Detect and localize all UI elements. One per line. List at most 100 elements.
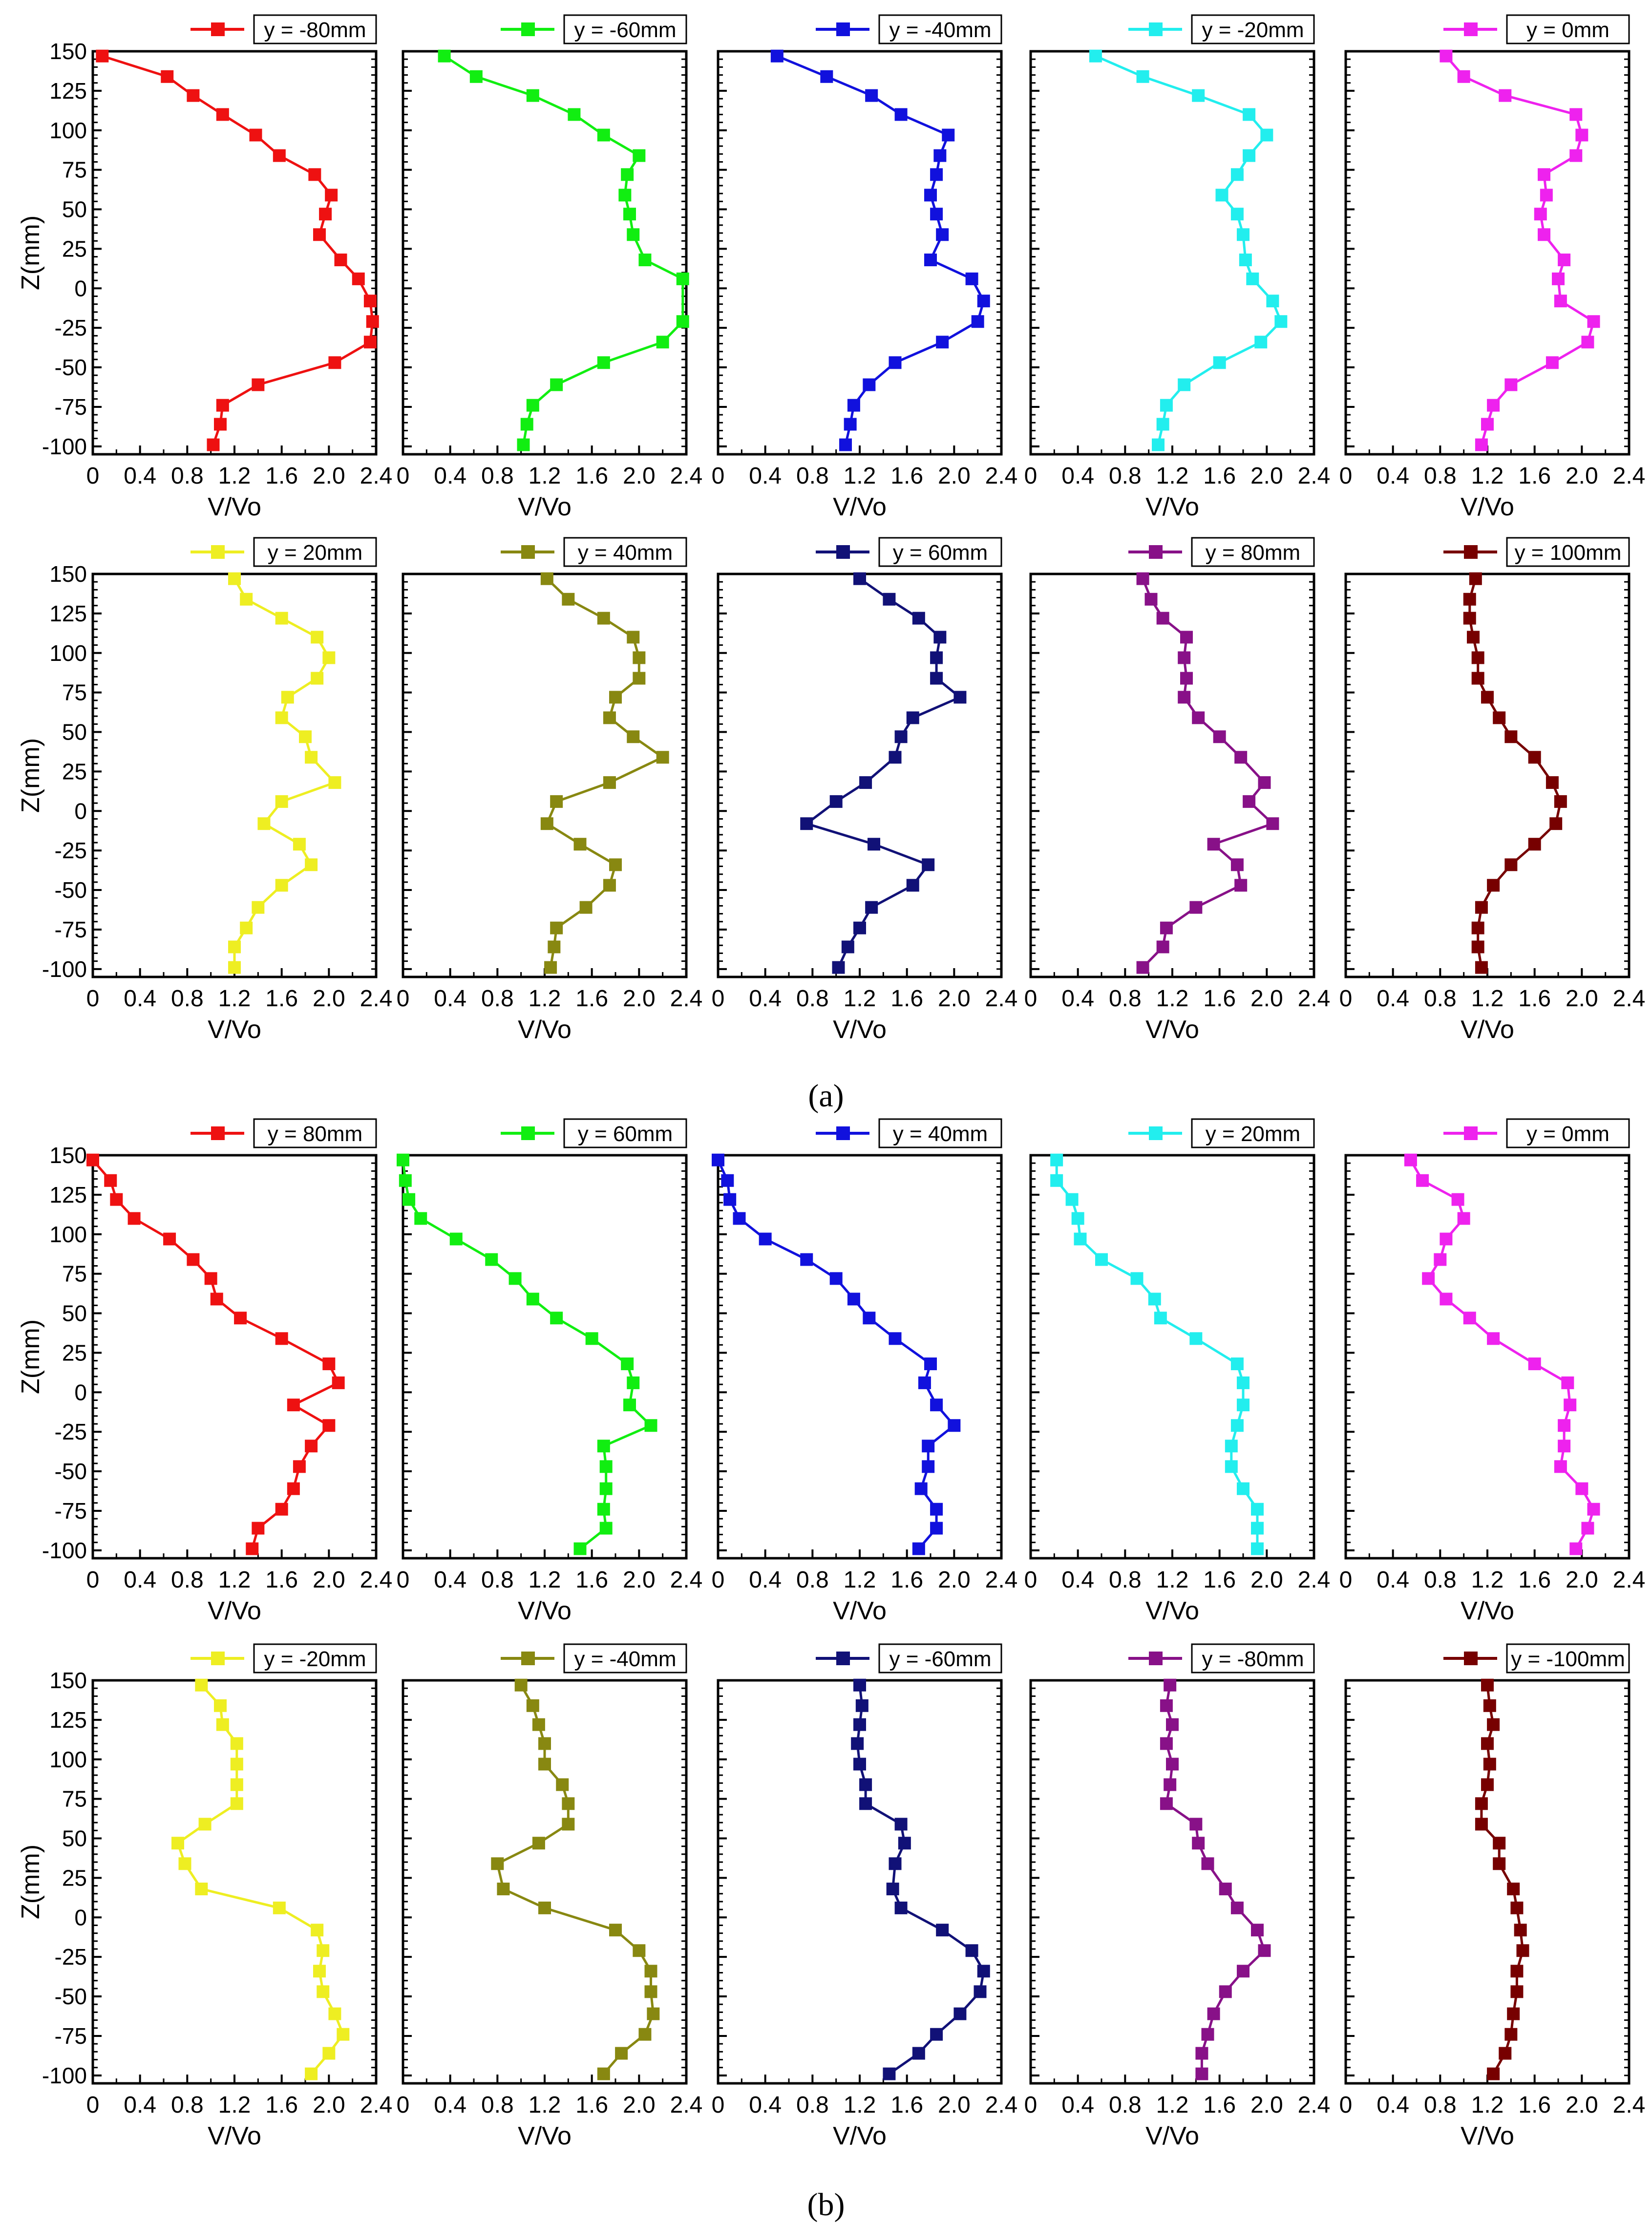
x-tick-label: 1.6 bbox=[575, 463, 608, 489]
data-point bbox=[1251, 1542, 1264, 1555]
data-point bbox=[508, 1272, 522, 1285]
data-point bbox=[568, 108, 581, 121]
x-tick-label: 2.4 bbox=[1298, 986, 1331, 1012]
data-point bbox=[1160, 1797, 1173, 1810]
data-point bbox=[829, 795, 843, 808]
data-point bbox=[1404, 1153, 1417, 1166]
x-axis-label: V/Vo bbox=[518, 493, 572, 521]
data-point bbox=[863, 1312, 876, 1325]
data-point bbox=[918, 1376, 931, 1389]
data-point bbox=[1243, 108, 1256, 121]
data-point bbox=[936, 228, 949, 241]
x-tick-label: 1.6 bbox=[890, 1567, 923, 1593]
y-tick-label: -50 bbox=[55, 1459, 87, 1484]
x-tick-label: 2.0 bbox=[623, 2092, 656, 2118]
data-point bbox=[1243, 149, 1256, 162]
data-point bbox=[240, 593, 253, 606]
data-point bbox=[889, 356, 902, 369]
data-point bbox=[1487, 2067, 1500, 2080]
data-point bbox=[1219, 1985, 1232, 1998]
data-point bbox=[497, 1883, 510, 1896]
x-tick-label: 0 bbox=[1024, 986, 1038, 1012]
legend-box bbox=[1191, 537, 1315, 567]
data-point bbox=[1136, 572, 1149, 585]
data-point bbox=[1564, 1399, 1577, 1412]
data-point bbox=[1451, 1193, 1464, 1206]
data-point bbox=[633, 651, 646, 664]
data-point bbox=[1160, 399, 1173, 412]
data-point bbox=[550, 795, 563, 808]
data-point bbox=[1160, 921, 1173, 934]
data-point bbox=[399, 1174, 412, 1187]
legend-label: y = 100mm bbox=[1515, 541, 1622, 565]
data-point bbox=[633, 149, 646, 162]
x-tick-label: 0 bbox=[397, 463, 410, 489]
data-point bbox=[1471, 940, 1484, 954]
legend-box bbox=[878, 14, 1002, 44]
x-axis-label: V/Vo bbox=[208, 493, 261, 521]
x-tick-label: 0.8 bbox=[171, 986, 204, 1012]
data-point bbox=[597, 128, 610, 142]
x-tick-label: 0.8 bbox=[481, 986, 514, 1012]
data-point bbox=[230, 1797, 243, 1810]
x-tick-label: 0 bbox=[86, 463, 100, 489]
legend-marker bbox=[836, 1126, 850, 1140]
series-line bbox=[102, 55, 374, 445]
data-point bbox=[712, 1153, 724, 1166]
x-tick-label: 0.8 bbox=[481, 463, 514, 489]
x-tick-label: 1.2 bbox=[218, 986, 251, 1012]
legend-label: y = 20mm bbox=[268, 541, 362, 565]
x-tick-label: 2.0 bbox=[1566, 2092, 1598, 2118]
plot-frame bbox=[1029, 50, 1315, 456]
data-point bbox=[609, 691, 622, 704]
x-tick-label: 2.0 bbox=[1250, 463, 1283, 489]
legend-box bbox=[253, 14, 377, 44]
data-point bbox=[851, 1737, 864, 1750]
x-tick-label: 0.8 bbox=[171, 463, 204, 489]
data-point bbox=[363, 336, 377, 349]
data-point bbox=[366, 315, 379, 328]
data-point bbox=[161, 70, 174, 83]
chart-panel: 0 0.4 0.8 1.2 1.6 2.0 2.4 V/Vo y = 40mm bbox=[397, 537, 702, 1044]
data-point bbox=[829, 1272, 843, 1285]
x-tick-label: 0.8 bbox=[1109, 986, 1142, 1012]
data-point bbox=[1234, 751, 1248, 764]
x-tick-label: 2.4 bbox=[360, 1567, 393, 1593]
data-point bbox=[868, 838, 880, 851]
data-point bbox=[187, 89, 200, 102]
data-point bbox=[1071, 1212, 1084, 1225]
data-point bbox=[644, 1419, 657, 1432]
data-point bbox=[1095, 1253, 1108, 1266]
x-tick-label: 0.4 bbox=[124, 463, 156, 489]
legend-marker bbox=[836, 1652, 850, 1665]
data-point bbox=[352, 272, 365, 285]
data-point bbox=[603, 711, 616, 724]
data-point bbox=[1471, 651, 1484, 664]
legend-marker bbox=[1464, 22, 1478, 36]
data-point bbox=[1050, 1153, 1063, 1166]
data-point bbox=[1504, 730, 1518, 743]
data-point bbox=[599, 1482, 613, 1495]
data-point bbox=[618, 189, 632, 202]
y-tick-label: 75 bbox=[62, 1261, 87, 1287]
data-point bbox=[1260, 128, 1273, 142]
x-tick-label: 0 bbox=[712, 463, 725, 489]
data-point bbox=[1475, 1797, 1488, 1810]
data-point bbox=[953, 691, 967, 704]
data-point bbox=[1554, 1460, 1567, 1473]
legend-box bbox=[1191, 1118, 1315, 1148]
data-point bbox=[1213, 730, 1226, 743]
data-point bbox=[1239, 254, 1252, 267]
data-point bbox=[214, 1699, 227, 1712]
data-point bbox=[1499, 2047, 1512, 2060]
data-point bbox=[759, 1232, 772, 1246]
x-tick-label: 0.4 bbox=[1377, 2092, 1409, 2118]
data-point bbox=[1225, 1460, 1238, 1473]
data-point bbox=[1463, 1312, 1476, 1325]
data-point bbox=[1215, 189, 1228, 202]
data-point bbox=[548, 940, 561, 954]
x-tick-label: 0.8 bbox=[796, 463, 829, 489]
x-tick-label: 2.4 bbox=[1298, 463, 1331, 489]
data-point bbox=[1180, 672, 1193, 685]
plot-frame bbox=[1029, 572, 1315, 978]
